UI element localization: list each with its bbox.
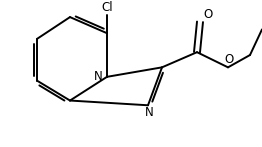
- Text: N: N: [94, 70, 103, 83]
- Text: O: O: [203, 8, 212, 21]
- Text: O: O: [224, 53, 234, 66]
- Text: Cl: Cl: [101, 1, 113, 14]
- Text: N: N: [145, 106, 153, 119]
